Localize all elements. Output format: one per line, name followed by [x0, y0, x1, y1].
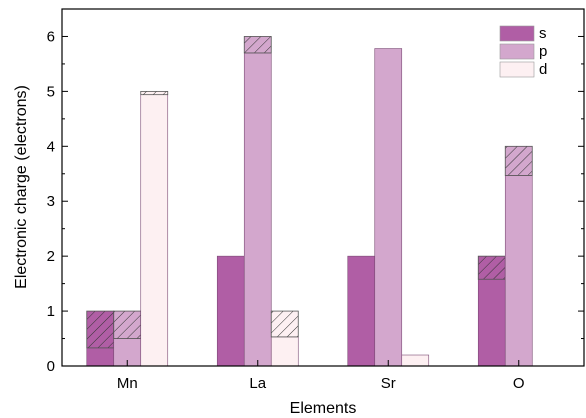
y-tick-label: 5 — [47, 83, 55, 100]
bar-p-la-hatched — [243, 36, 272, 54]
plot-frame — [61, 8, 585, 367]
x-tick-label-mn: Mn — [117, 375, 138, 392]
bar-p-o — [504, 175, 533, 367]
bars-group — [86, 36, 533, 367]
bar-d-la-hatched — [270, 310, 299, 338]
y-axis-title: Electronic charge (electrons) — [13, 85, 30, 289]
bar-d-mn — [140, 94, 169, 367]
legend: spd — [499, 25, 547, 78]
legend-swatch-p — [499, 43, 535, 60]
legend-swatch-d — [499, 61, 535, 78]
bar-s-mn-hatched — [86, 310, 115, 349]
x-axis-title: Elements — [290, 400, 357, 417]
bar-d-la — [270, 336, 299, 367]
bar-s-la — [216, 255, 245, 367]
legend-label-d: d — [539, 61, 547, 78]
bar-s-mn — [86, 347, 115, 367]
x-axis: Mn La Sr O — [117, 360, 525, 392]
y-tick-label: 3 — [47, 193, 55, 210]
bar-d-sr — [401, 354, 430, 367]
y-tick-label: 4 — [47, 138, 55, 155]
bar-s-o — [477, 278, 506, 367]
bar-p-la — [243, 52, 272, 367]
y-axis: 0 1 2 3 4 5 6 — [47, 8, 584, 375]
bar-p-mn-hatched — [113, 310, 142, 339]
legend-label-s: s — [539, 25, 547, 42]
x-tick-label-o: O — [513, 375, 525, 392]
bar-s-sr — [347, 255, 376, 367]
bar-d-mn-hatched — [140, 90, 169, 96]
y-tick-label: 2 — [47, 248, 55, 265]
y-tick-label: 0 — [47, 358, 55, 375]
y-tick-label: 1 — [47, 303, 55, 320]
x-tick-label-sr: Sr — [381, 375, 396, 392]
legend-label-p: p — [539, 43, 547, 60]
y-tick-label: 6 — [47, 28, 55, 45]
bar-s-o-hatched — [477, 255, 506, 280]
bar-p-o-hatched — [504, 145, 533, 176]
x-tick-label-la: La — [249, 375, 266, 392]
bar-p-sr — [374, 48, 403, 367]
legend-swatch-s — [499, 25, 535, 42]
